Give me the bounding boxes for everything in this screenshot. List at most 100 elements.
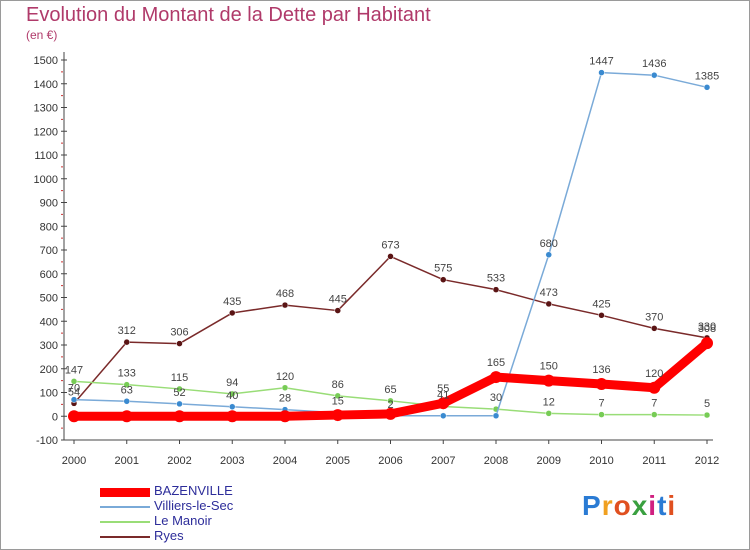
series-lines xyxy=(68,69,713,423)
chart-title: Evolution du Montant de la Dette par Hab… xyxy=(26,4,431,26)
y-tick-label: 1500 xyxy=(34,55,58,67)
data-point xyxy=(226,410,239,423)
legend-swatch xyxy=(100,521,150,523)
data-label: 473 xyxy=(540,287,558,299)
data-label: 680 xyxy=(540,238,558,250)
data-point xyxy=(70,396,78,403)
data-label: 7 xyxy=(598,398,604,410)
data-point xyxy=(229,309,236,317)
data-point xyxy=(173,410,186,423)
data-label: 150 xyxy=(540,361,558,373)
data-label: 28 xyxy=(279,393,291,405)
data-point xyxy=(387,253,394,260)
x-tick-label: 2010 xyxy=(589,455,613,467)
data-point xyxy=(176,385,183,393)
data-label: 425 xyxy=(592,298,610,310)
legend-item: BAZENVILLE xyxy=(100,483,400,499)
data-point xyxy=(123,398,130,405)
data-label: 52 xyxy=(173,387,185,399)
data-label: 41 xyxy=(437,390,449,402)
data-labels: 54 312 306 435 468 445 673 575 533 473 425 370 330 14… xyxy=(65,56,719,411)
y-tick-label: 1100 xyxy=(34,150,58,162)
data-label: 2 xyxy=(387,399,393,411)
x-tick-label: 2009 xyxy=(537,455,561,467)
x-tick-label: 2008 xyxy=(484,455,508,467)
data-label: 308 xyxy=(698,323,716,335)
x-tick-label: 2001 xyxy=(115,455,139,467)
data-point xyxy=(123,381,130,388)
data-label: 312 xyxy=(118,325,136,337)
data-point xyxy=(70,378,78,385)
data-label: 7 xyxy=(651,398,657,410)
data-point xyxy=(651,411,658,418)
legend: BAZENVILLE Villiers-le-Sec Le Manoir Ryes xyxy=(100,483,400,544)
data-label: 1447 xyxy=(589,56,613,68)
legend-item: Le Manoir xyxy=(100,513,400,529)
data-point xyxy=(440,276,447,283)
data-point xyxy=(387,397,394,405)
chart-unit: (en €) xyxy=(26,28,58,42)
data-label: 54 xyxy=(68,386,80,398)
logo-letter: x xyxy=(631,490,649,521)
logo-letter: r xyxy=(601,490,614,521)
data-point xyxy=(490,371,502,384)
logo-letter: i xyxy=(667,490,677,521)
data-label: 133 xyxy=(118,368,136,380)
data-point xyxy=(331,409,344,422)
legend-swatch xyxy=(100,536,150,538)
x-tick-label: 2000 xyxy=(62,455,86,467)
data-point xyxy=(440,412,447,420)
data-label: 330 xyxy=(698,321,716,333)
legend-item: Ryes xyxy=(100,528,400,544)
legend-swatch xyxy=(100,487,150,497)
y-tick-label: 400 xyxy=(40,316,58,328)
data-label: 63 xyxy=(121,384,133,396)
legend-label: Le Manoir xyxy=(154,513,212,528)
data-label: 575 xyxy=(434,263,452,275)
legend-label: Ryes xyxy=(154,528,184,543)
data-label: 115 xyxy=(171,372,189,384)
data-label: 15 xyxy=(332,396,344,408)
data-point xyxy=(437,397,450,410)
tick-labels: -100 0 100 200 300 400 500 600 700 800 900 1000 1100… xyxy=(34,55,720,467)
data-point xyxy=(334,307,341,314)
y-tick-label: 800 xyxy=(40,221,58,233)
data-label: 165 xyxy=(487,357,505,369)
y-tick-label: 500 xyxy=(40,293,58,305)
data-label: 65 xyxy=(384,384,396,396)
data-point xyxy=(176,340,183,347)
legend-item: Villiers-le-Sec xyxy=(100,498,400,514)
data-point xyxy=(701,337,713,350)
data-label: 306 xyxy=(170,327,188,339)
data-point xyxy=(542,374,555,387)
x-tick-label: 2007 xyxy=(431,455,455,467)
data-point xyxy=(176,400,183,408)
data-point xyxy=(384,407,397,420)
series-bazenville xyxy=(68,337,713,423)
data-label: 40 xyxy=(226,390,238,402)
data-point xyxy=(229,390,236,398)
data-label: 136 xyxy=(592,364,610,376)
y-tick-label: 600 xyxy=(40,269,58,281)
x-tick-label: 2005 xyxy=(326,455,350,467)
x-tick-label: 2002 xyxy=(167,455,191,467)
logo-letter: t xyxy=(657,490,668,521)
data-label: 70 xyxy=(68,383,80,395)
data-point xyxy=(68,410,80,423)
legend-swatch xyxy=(100,506,150,508)
y-tick-label: 700 xyxy=(40,245,58,257)
data-label: 445 xyxy=(329,294,347,306)
data-point xyxy=(595,377,608,390)
y-tick-label: 1200 xyxy=(34,126,58,138)
legend-label: BAZENVILLE xyxy=(154,483,233,498)
data-label: 120 xyxy=(645,368,663,380)
data-label: 1385 xyxy=(695,70,719,82)
data-point xyxy=(334,392,341,400)
data-point xyxy=(703,84,711,91)
data-point xyxy=(281,301,289,309)
y-tick-label: 1400 xyxy=(34,79,58,91)
data-point xyxy=(120,410,133,423)
y-tick-label: 1000 xyxy=(34,174,58,186)
data-label: 533 xyxy=(487,273,505,285)
